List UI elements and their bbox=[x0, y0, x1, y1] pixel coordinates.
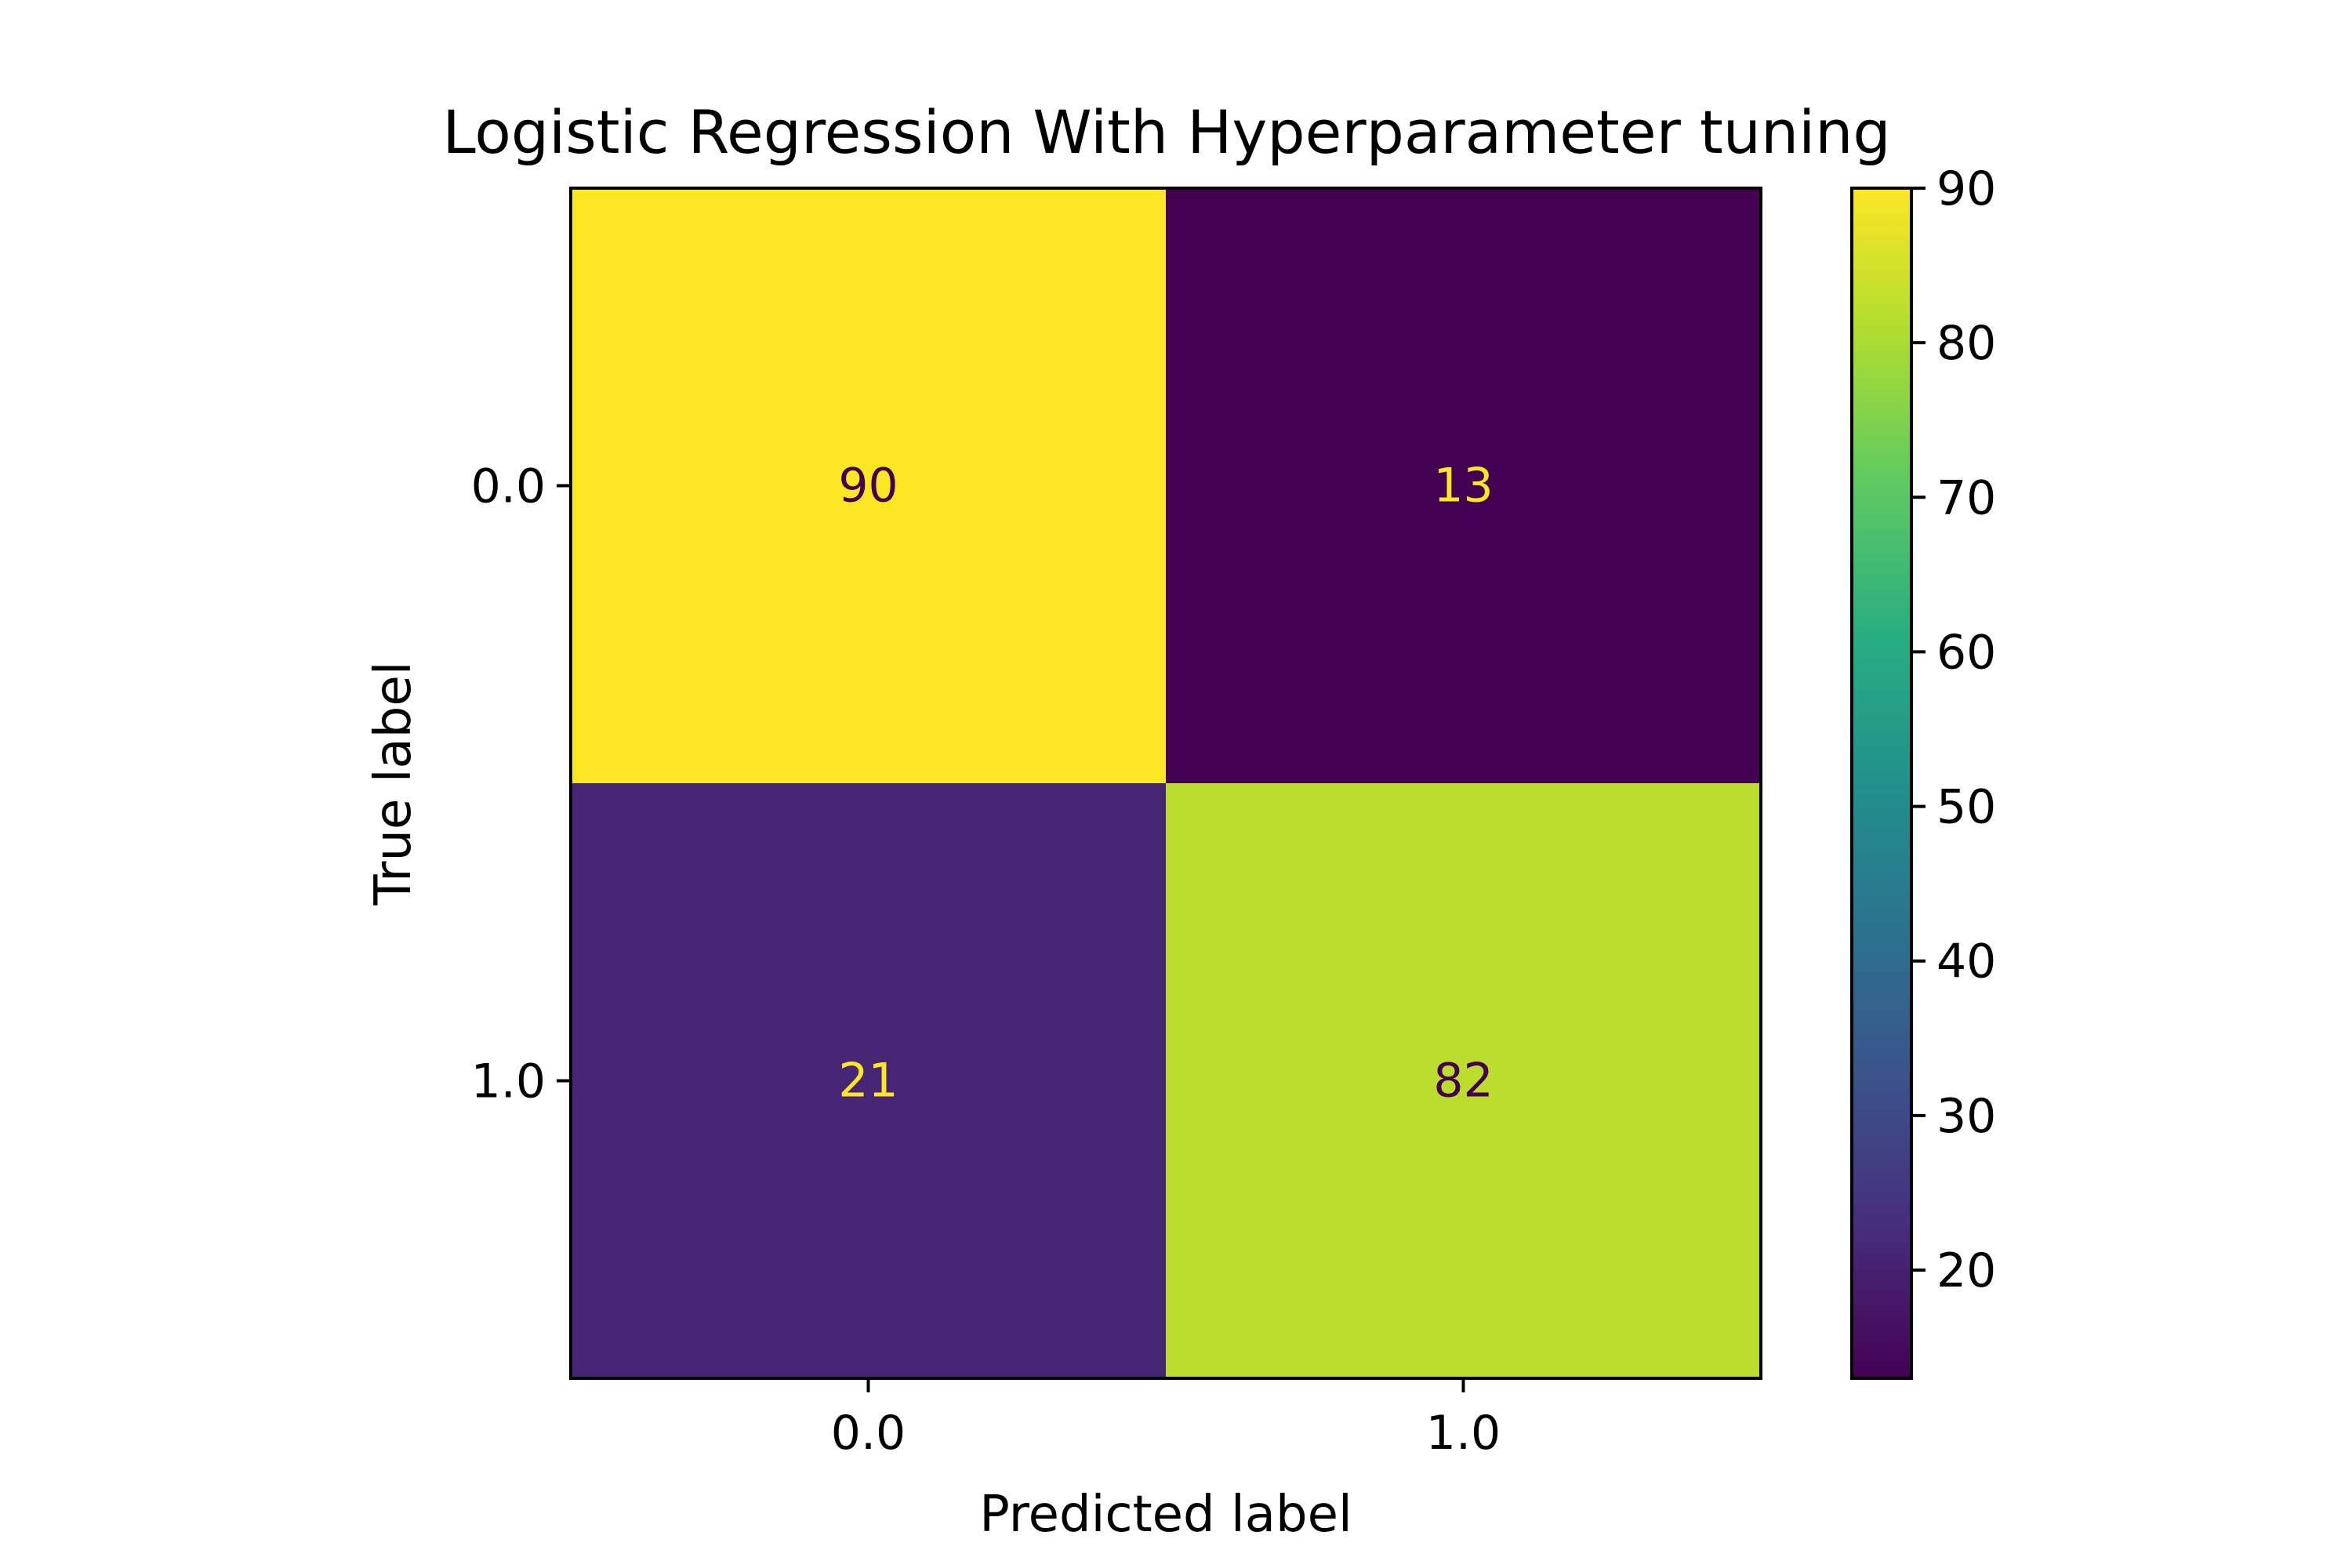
heatmap-cell bbox=[571, 783, 1166, 1378]
heatmap-cell bbox=[571, 188, 1166, 783]
heatmap-cells bbox=[571, 188, 1761, 1378]
x-axis-ticks: 0.0 1.0 bbox=[831, 1378, 1501, 1461]
colorbar-tick-label: 70 bbox=[1936, 470, 1996, 525]
colorbar-tick-label: 90 bbox=[1936, 162, 1996, 216]
cell-value-label: 21 bbox=[838, 1054, 898, 1109]
colorbar-tick-label: 30 bbox=[1936, 1089, 1996, 1144]
x-tick-label: 1.0 bbox=[1426, 1406, 1501, 1461]
y-axis-label: True label bbox=[365, 661, 423, 906]
y-tick-label: 0.0 bbox=[471, 459, 546, 514]
cell-value-label: 13 bbox=[1433, 459, 1493, 514]
cell-value-label: 90 bbox=[838, 459, 898, 514]
x-tick-label: 0.0 bbox=[831, 1406, 906, 1461]
heatmap-cell bbox=[1166, 783, 1761, 1378]
colorbar-ticks: 20 30 40 50 60 70 80 90 bbox=[1911, 162, 1996, 1298]
colorbar-tick-label: 20 bbox=[1936, 1243, 1996, 1298]
colorbar-tick-label: 80 bbox=[1936, 316, 1996, 371]
y-axis-ticks: 0.0 1.0 bbox=[471, 459, 571, 1109]
colorbar bbox=[1850, 187, 1913, 1380]
colorbar-tick-label: 50 bbox=[1936, 780, 1996, 835]
colorbar-tick-label: 40 bbox=[1936, 935, 1996, 989]
heatmap-cell-labels: 90 13 21 82 bbox=[838, 459, 1493, 1109]
chart-title: Logistic Regression With Hyperparameter … bbox=[442, 97, 1890, 167]
cell-value-label: 82 bbox=[1433, 1054, 1493, 1109]
colorbar-tick-label: 60 bbox=[1936, 625, 1996, 680]
y-tick-label: 1.0 bbox=[471, 1054, 546, 1109]
plot-frame bbox=[569, 187, 1762, 1380]
x-axis-label: Predicted label bbox=[979, 1486, 1352, 1544]
heatmap-cell bbox=[1166, 188, 1761, 783]
